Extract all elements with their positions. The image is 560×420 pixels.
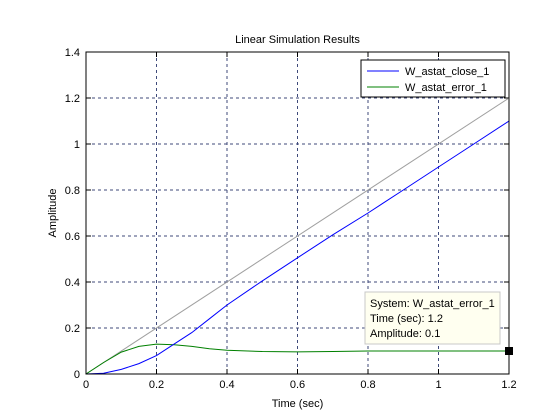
x-axis-label: Time (sec) <box>272 398 324 410</box>
y-tick-label: 1.4 <box>65 47 80 59</box>
datatip-system-text: System: W_astat_error_1 <box>370 298 495 310</box>
x-tick-label: 0 <box>83 379 89 391</box>
y-axis-label: Amplitude <box>47 189 59 238</box>
legend-box <box>360 59 506 98</box>
y-tick-label: 0.6 <box>65 231 80 243</box>
y-tick-label: 0.2 <box>65 323 80 335</box>
legend[interactable]: W_astat_close_1 W_astat_error_1 <box>360 59 506 98</box>
series-line-close <box>85 120 510 375</box>
y-tick-label: 1 <box>74 139 80 151</box>
datatip-marker[interactable] <box>505 347 513 355</box>
y-tick-label: 1.2 <box>65 93 80 105</box>
x-tick-label: 0.4 <box>219 379 234 391</box>
tick-layer: 0 0.2 0.4 0.6 0.8 1 1.2 0 0.2 0.4 0.6 0.8 1 1.2 1.4 <box>65 47 517 391</box>
legend-label-close: W_astat_close_1 <box>405 66 489 78</box>
y-tick-label: 0.4 <box>65 277 80 289</box>
x-tick-label: 0.8 <box>360 379 375 391</box>
x-tick-label: 1 <box>435 379 441 391</box>
y-tick-label: 0 <box>74 369 80 381</box>
datatip-box <box>364 291 501 345</box>
x-tick-label: 0.6 <box>290 379 305 391</box>
axes-frame <box>85 51 510 375</box>
x-tick-label: 1.2 <box>501 379 516 391</box>
series-line-error <box>85 343 509 375</box>
x-tick-label: 0.2 <box>149 379 164 391</box>
datatip-time-text: Time (sec): 1.2 <box>370 313 443 325</box>
reference-line <box>85 97 510 375</box>
y-tick-label: 0.8 <box>65 185 80 197</box>
datatip-amplitude-text: Amplitude: 0.1 <box>370 328 440 340</box>
series-layer <box>85 97 510 375</box>
datatip[interactable]: System: W_astat_error_1 Time (sec): 1.2 … <box>364 291 513 355</box>
legend-label-error: W_astat_error_1 <box>405 82 487 94</box>
chart-title: Linear Simulation Results <box>235 34 360 46</box>
